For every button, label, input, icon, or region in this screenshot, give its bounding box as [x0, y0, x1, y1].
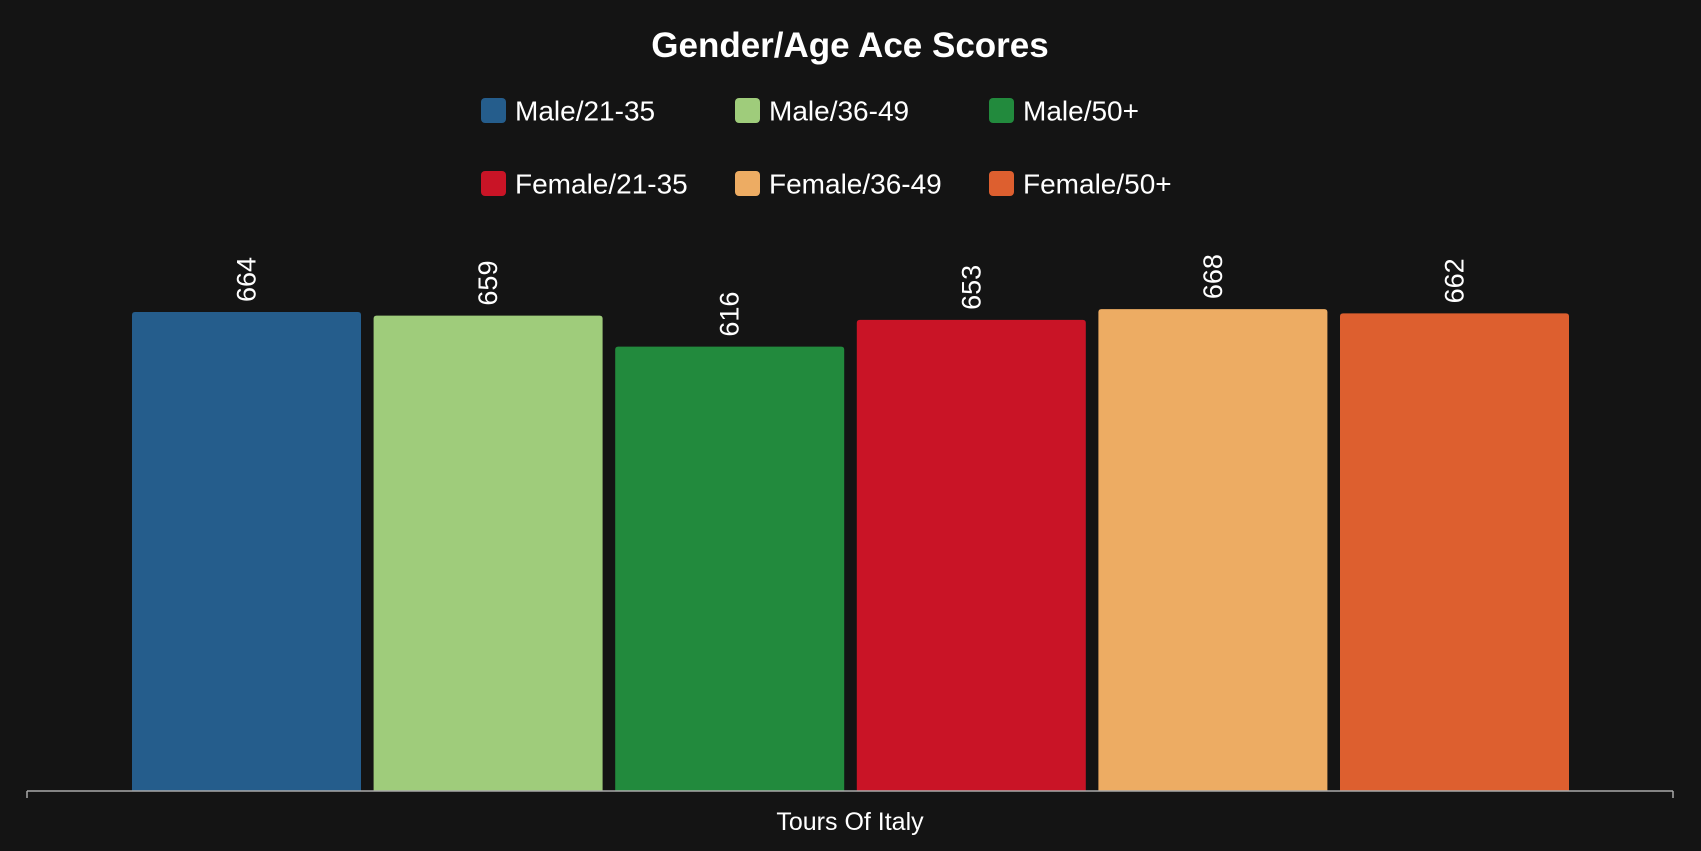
legend-label-4: Female/21-35 — [515, 169, 688, 200]
category-label-1: Tours Of Italy — [776, 808, 924, 836]
legend-label-1: Male/21-35 — [515, 96, 655, 127]
chart-title: Gender/Age Ace Scores — [651, 26, 1048, 65]
legend-swatch-5 — [735, 171, 760, 196]
bar-6 — [1340, 313, 1569, 791]
legend-label-3: Male/50+ — [1023, 96, 1139, 127]
data-label-6: 662 — [1440, 258, 1470, 303]
legend-label-2: Male/36-49 — [769, 96, 909, 127]
bar-4 — [856, 319, 1086, 791]
bar-1 — [132, 311, 361, 791]
legend-swatch-3 — [989, 98, 1014, 123]
bar-2 — [373, 315, 603, 791]
legend-label-5: Female/36-49 — [769, 169, 942, 200]
legend: Male/21-35 Male/36-49 Male/50+ Female/21-35… — [481, 96, 1172, 200]
data-label-5: 668 — [1198, 254, 1228, 299]
data-label-3: 616 — [715, 292, 745, 337]
category-labels-group: Tours Of Italy — [776, 808, 924, 836]
legend-swatch-2 — [735, 98, 760, 123]
legend-swatch-4 — [481, 171, 506, 196]
bar-3 — [615, 346, 845, 791]
legend-swatch-6 — [989, 171, 1014, 196]
bar-5 — [1098, 309, 1328, 791]
data-labels-group: 664 659 616 653 668 662 — [232, 254, 1470, 337]
data-label-4: 653 — [956, 265, 986, 310]
bars-group — [132, 309, 1569, 791]
legend-swatch-1 — [481, 98, 506, 123]
legend-label-6: Female/50+ — [1023, 169, 1172, 200]
data-label-2: 659 — [473, 261, 503, 306]
data-label-1: 664 — [232, 257, 262, 302]
